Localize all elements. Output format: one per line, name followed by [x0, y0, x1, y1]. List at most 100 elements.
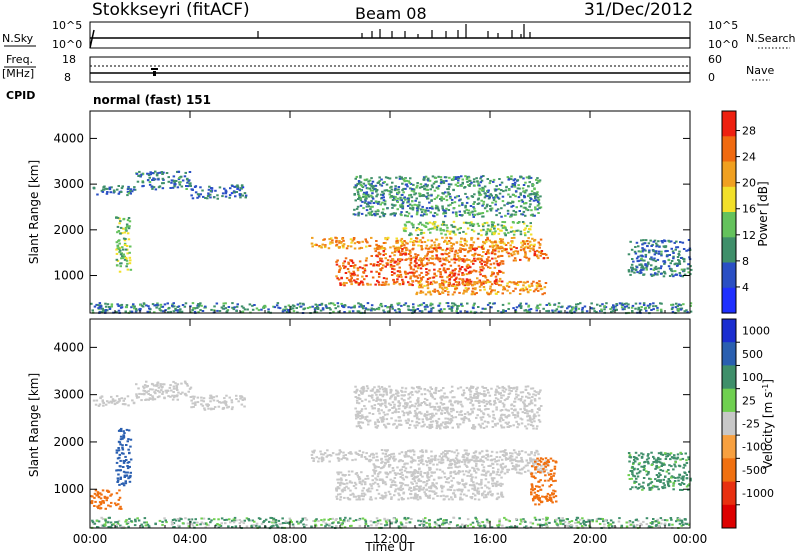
velocity-echo-cell	[118, 465, 122, 468]
velocity-echo-cell	[203, 408, 207, 411]
power-echo-cell	[623, 302, 627, 305]
velocity-echo-cell	[532, 499, 535, 502]
power-echo-cell	[502, 285, 505, 288]
velocity-echo-cell	[320, 460, 324, 463]
power-echo-cell	[402, 281, 405, 284]
velocity-echo-cell	[494, 393, 497, 396]
power-echo-cell	[653, 267, 657, 270]
power-echo-cell	[397, 192, 400, 195]
power-echo-cell	[424, 226, 428, 228]
power-echo-cell	[113, 190, 116, 193]
velocity-echo-cell	[184, 382, 187, 385]
velocity-echo-cell	[487, 465, 490, 467]
power-echo-cell	[116, 264, 119, 267]
velocity-echo-cell	[368, 412, 371, 415]
power-echo-cell	[382, 250, 385, 252]
freq-glitch-1	[151, 68, 158, 70]
velocity-echo-cell	[496, 398, 500, 401]
velocity-echo-cell	[400, 468, 403, 471]
power-echo-cell	[406, 272, 409, 275]
power-echo-cell	[438, 283, 442, 285]
velocity-echo-cell	[190, 399, 193, 402]
power-echo-cell	[356, 267, 360, 270]
velocity-echo-cell	[202, 397, 206, 400]
power-echo-cell	[487, 256, 490, 259]
power-echo-cell	[465, 201, 469, 204]
noise-left-label: N.Sky	[2, 32, 34, 45]
velocity-echo-cell	[115, 504, 118, 507]
power-echo-cell	[529, 233, 533, 236]
power-echo-cell	[416, 267, 420, 270]
colorbar-segment	[722, 111, 736, 137]
power-echo-cell	[123, 258, 127, 261]
velocity-echo-cell	[389, 455, 393, 458]
power-echo-cell	[507, 178, 510, 181]
power-echo-cell	[373, 308, 377, 311]
power-echo-cell	[416, 227, 419, 229]
velocity-echo-cell	[401, 482, 405, 485]
velocity-echo-cell	[337, 487, 341, 490]
power-echo-cell	[122, 217, 126, 220]
power-echo-cell	[640, 271, 643, 274]
power-echo-cell	[380, 178, 383, 181]
velocity-echo-cell	[511, 452, 514, 455]
power-echo-cell	[179, 181, 182, 184]
power-echo-cell	[670, 247, 673, 250]
power-echo-cell	[454, 196, 457, 199]
power-echo-cell	[122, 248, 125, 251]
power-echo-cell	[218, 186, 222, 189]
power-echo-cell	[172, 302, 175, 305]
power-echo-cell	[444, 191, 447, 194]
velocity-echo-cell	[346, 458, 349, 461]
power-echo-cell	[418, 310, 422, 312]
power-echo-cell	[466, 310, 469, 313]
velocity-echo-cell	[404, 451, 408, 454]
velocity-echo-cell	[397, 492, 400, 495]
velocity-echo-cell	[361, 489, 364, 492]
power-echo-cell	[163, 303, 167, 306]
power-echo-cell	[403, 270, 407, 273]
power-echo-cell	[527, 284, 531, 287]
power-echo-cell	[367, 201, 370, 204]
velocity-echo-cell	[409, 466, 413, 469]
power-echo-cell	[493, 302, 496, 305]
velocity-echo-cell	[434, 486, 437, 488]
velocity-echo-cell	[392, 452, 395, 455]
power-echo-cell	[362, 207, 365, 210]
power-echo-cell	[415, 279, 418, 282]
velocity-echo-cell	[487, 481, 490, 484]
velocity-echo-cell	[460, 460, 463, 463]
velocity-echo-cell	[500, 409, 504, 411]
power-echo-cell	[440, 264, 444, 267]
velocity-echo-cell	[551, 459, 555, 462]
velocity-echo-cell	[435, 422, 439, 424]
power-echo-cell	[424, 255, 427, 258]
power-echo-cell	[488, 245, 492, 248]
velocity-echo-cell	[341, 474, 345, 477]
power-echo-cell	[655, 250, 658, 253]
power-echo-cell	[241, 186, 245, 189]
power-echo-cell	[248, 303, 252, 306]
power-echo-cell	[370, 255, 373, 257]
power-echo-cell	[375, 240, 378, 242]
velocity-echo-cell	[377, 466, 380, 468]
power-echo-cell	[106, 187, 109, 190]
power-echo-cell	[498, 183, 502, 186]
power-echo-cell	[449, 247, 452, 250]
power-echo-cell	[490, 194, 493, 197]
power-echo-cell	[660, 250, 663, 253]
power-echo-cell	[450, 309, 454, 312]
power-echo-cell	[425, 221, 428, 224]
power-echo-cell	[429, 231, 432, 234]
power-echo-cell	[370, 177, 373, 180]
velocity-echo-cell	[383, 464, 386, 467]
power-echo-cell	[522, 248, 526, 250]
power-echo-cell	[526, 240, 529, 242]
power-echo-cell	[487, 224, 490, 227]
power-echo-cell	[465, 240, 468, 243]
power-echo-cell	[435, 204, 438, 207]
power-echo-cell	[225, 310, 229, 313]
power-echo-cell	[349, 245, 353, 248]
power-echo-cell	[492, 178, 496, 181]
